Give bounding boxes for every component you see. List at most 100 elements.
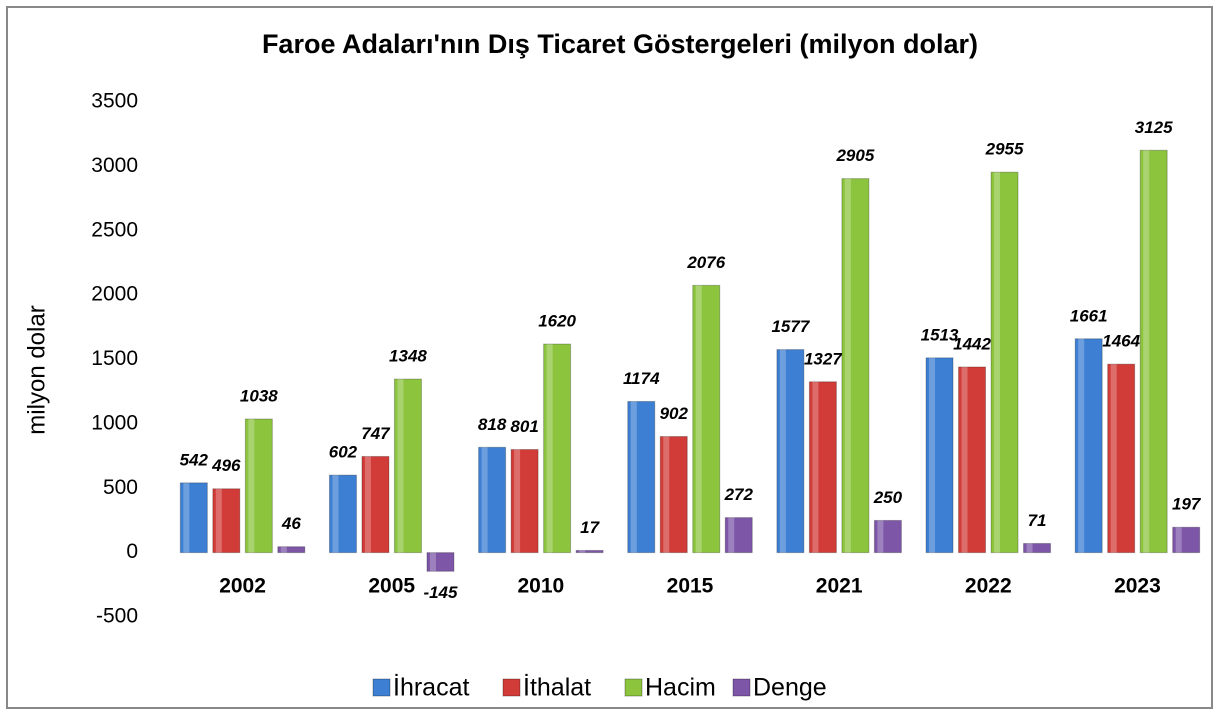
bar [659,435,688,554]
data-label: 496 [211,456,241,475]
bar [724,517,753,554]
data-label: 1174 [623,369,660,388]
x-tick-label: 2021 [816,575,863,598]
bar-highlight [579,550,586,553]
bar-highlight [630,401,637,553]
data-label: 1464 [1102,332,1140,351]
data-label: 272 [724,485,754,504]
data-label: 801 [510,417,538,436]
y-tick-label: 1000 [91,411,138,434]
chart-title: Faroe Adaları'nın Dış Ticaret Göstergele… [262,29,978,59]
bar-highlight [1175,527,1182,553]
bar [1023,542,1052,554]
bar [990,171,1019,554]
x-tick-label: 2015 [667,575,714,598]
y-tick-label: 500 [103,476,138,499]
y-tick-label: 3500 [91,90,138,113]
bar-highlight [812,381,819,553]
data-label: 1038 [240,386,278,405]
bar [244,418,273,554]
y-tick-label: 1500 [91,347,138,370]
data-label: 71 [1028,511,1047,530]
data-label: 1442 [953,334,991,353]
x-tick-label: 2023 [1114,575,1161,598]
bar-highlight [546,344,553,553]
bar [575,549,604,554]
y-tick-label: -500 [96,605,138,628]
data-label: 542 [180,450,209,469]
bar [212,488,241,554]
bar [393,378,422,554]
data-label: 250 [873,488,903,507]
bar [426,552,455,572]
bar-highlight [1143,150,1150,553]
x-tick-label: 2005 [368,575,415,598]
bar [958,366,987,554]
bar-highlight [779,349,786,553]
bar-highlight [183,482,190,553]
y-tick-label: 2000 [91,283,138,306]
data-label: 747 [361,424,391,443]
bar-highlight [929,357,936,553]
data-label: 3125 [1135,118,1173,137]
bar [478,446,507,554]
bar-highlight [1026,543,1033,553]
data-label: 1620 [538,312,576,331]
y-axis-label: milyon dolar [23,305,50,434]
bar-highlight [1078,338,1085,553]
bar-highlight [877,520,884,553]
bar [543,343,572,554]
y-tick-label: 3000 [91,154,138,177]
bar [873,519,902,554]
bar-highlight [844,178,851,553]
x-tick-label: 2002 [219,575,266,598]
data-label: 602 [329,443,358,462]
bar [627,400,656,554]
data-label: 902 [660,404,689,423]
legend-label: İthalat [523,673,591,702]
data-label: 46 [281,514,301,533]
bar [692,284,721,554]
bar [179,482,208,554]
y-tick-label: 2500 [91,218,138,241]
bar-highlight [728,517,735,553]
bar [328,474,357,554]
legend-swatch [502,678,521,697]
bar-highlight [332,475,339,553]
bar-highlight [215,488,222,553]
bar [1107,363,1136,554]
data-label: 1327 [804,349,843,368]
bar [925,357,954,554]
bar [277,546,306,554]
data-label: 1577 [771,317,810,336]
bar [808,381,837,554]
bar-highlight [429,552,436,572]
data-label: 17 [580,518,600,537]
bar [776,349,805,554]
bar-highlight [280,546,287,553]
bar-highlight [481,447,488,553]
legend-swatch [624,678,643,697]
bar [510,448,539,554]
data-label: 818 [478,415,507,434]
bar-highlight [248,418,255,553]
data-label: 2905 [835,146,874,165]
x-tick-label: 2010 [517,575,564,598]
data-label: 1513 [921,325,959,344]
legend-swatch [732,678,751,697]
legend-label: Hacim [645,674,716,702]
bar [841,178,870,554]
data-label: 1348 [389,347,427,366]
data-label: 1661 [1070,306,1108,325]
bar [1172,526,1201,554]
bar-highlight [364,456,371,553]
legend-label: Denge [753,674,827,702]
bar-highlight [663,436,670,553]
bar-highlight [961,366,968,553]
bar [1074,338,1103,554]
x-tick-label: 2022 [965,575,1012,598]
bar-highlight [695,285,702,553]
bar-highlight [514,449,521,553]
data-label: 2955 [985,140,1024,159]
